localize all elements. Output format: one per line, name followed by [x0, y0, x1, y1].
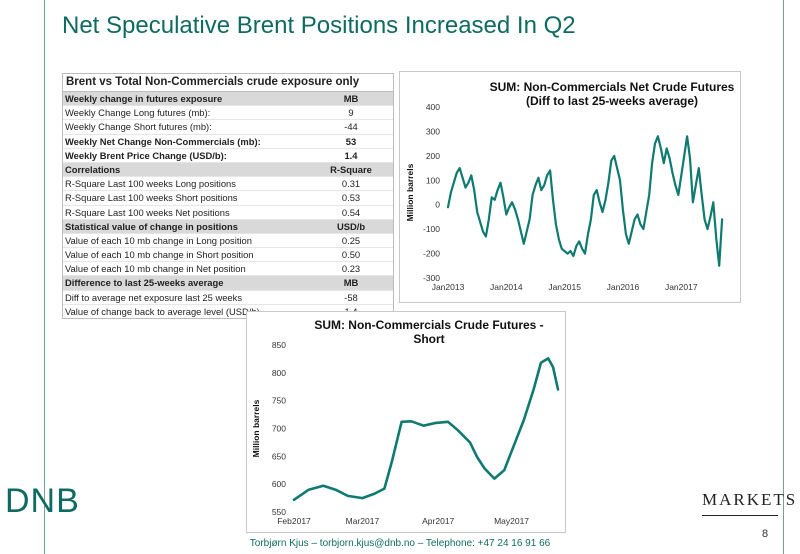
chart-title: SUM: Non-Commercials Net Crude Futures	[490, 80, 735, 94]
x-tick-label: May2017	[494, 516, 529, 526]
series-line	[446, 135, 724, 267]
table-row: R-Square Last 100 weeks Short positions 0…	[63, 191, 393, 206]
row-label: Weekly Brent Price Change (USD/b):	[65, 149, 227, 161]
y-tick-label: 200	[426, 151, 440, 161]
row-value: 0.54	[341, 206, 361, 218]
chart-title: Short	[413, 332, 444, 346]
row-label: Statistical value of change in positions	[65, 220, 238, 232]
y-tick-label: 0	[435, 200, 440, 210]
x-tick-label: Jan2013	[432, 282, 465, 292]
row-label: Value of each 10 mb change in Short posi…	[65, 249, 254, 261]
row-label: Correlations	[65, 163, 121, 175]
page-title: Net Speculative Brent Positions Increase…	[62, 12, 576, 39]
y-tick-label: -300	[423, 273, 440, 283]
table-row: Weekly Change Long futures (mb): 9	[63, 106, 393, 121]
table-section-header: Correlations R-Square	[63, 162, 393, 178]
short-futures-chart-svg: SUM: Non-Commercials Crude Futures -Shor…	[251, 318, 560, 526]
markets-underline	[702, 515, 778, 516]
row-value: MB	[343, 93, 359, 104]
dnb-logo: DNB	[5, 482, 80, 520]
table-row: Weekly Brent Price Change (USD/b): 1.4	[63, 149, 393, 163]
table-section-header: Difference to last 25-weeks average MB	[63, 276, 393, 291]
y-tick-label: 750	[272, 396, 286, 406]
y-axis-label: Million barrels	[405, 163, 415, 221]
chart-title: SUM: Non-Commercials Crude Futures -	[314, 318, 543, 332]
y-tick-label: 600	[272, 479, 286, 489]
table-row: R-Square Last 100 weeks Net positions 0.5…	[63, 206, 393, 220]
table-section-header: Statistical value of change in positions…	[63, 219, 393, 234]
x-tick-label: Feb2017	[277, 516, 311, 526]
y-tick-label: -100	[423, 224, 440, 234]
row-label: R-Square Last 100 weeks Long positions	[65, 178, 236, 190]
row-value: -58	[344, 291, 358, 303]
x-tick-label: Jan2014	[490, 282, 523, 292]
left-accent-line	[44, 0, 45, 554]
y-tick-label: 400	[426, 102, 440, 112]
row-label: Weekly Change Short futures (mb):	[65, 121, 212, 133]
row-label: Difference to last 25-weeks average	[65, 277, 224, 289]
row-label: R-Square Last 100 weeks Net positions	[65, 206, 230, 218]
row-value: 0.53	[341, 192, 361, 204]
row-value: 0.23	[341, 263, 361, 275]
table-section-header: Weekly change in futures exposure MB	[63, 92, 393, 107]
y-tick-label: -200	[423, 249, 440, 259]
y-tick-label: 850	[272, 340, 286, 350]
x-tick-label: Jan2015	[548, 282, 581, 292]
right-accent-line	[783, 0, 784, 554]
table-row: Diff to average net exposure last 25 wee…	[63, 291, 393, 305]
table-row: Value of each 10 mb change in Short posi…	[63, 248, 393, 263]
series-line	[292, 357, 560, 502]
y-tick-label: 650	[272, 451, 286, 461]
x-tick-label: Apr2017	[422, 516, 454, 526]
row-label: R-Square Last 100 weeks Short positions	[65, 192, 238, 204]
x-tick-label: Jan2017	[665, 282, 698, 292]
short-futures-chart: SUM: Non-Commercials Crude Futures - Shor…	[246, 311, 566, 533]
table-row: Value of each 10 mb change in Long posit…	[63, 234, 393, 249]
x-tick-label: Mar2017	[346, 516, 380, 526]
x-tick-label: Jan2016	[607, 282, 640, 292]
row-value: -44	[344, 121, 358, 133]
y-axis-label: Million barrels	[251, 399, 261, 457]
row-label: Weekly change in futures exposure	[65, 93, 223, 104]
markets-logo: MARKETS	[702, 490, 798, 509]
table-row: R-Square Last 100 weeks Long positions 0.…	[63, 177, 393, 192]
chart-title: (Diff to last 25-weeks average)	[526, 94, 698, 108]
row-label: Weekly Net Change Non-Commercials (mb):	[65, 135, 261, 147]
y-tick-label: 700	[272, 424, 286, 434]
net-futures-chart: SUM: Non-Commercials Net Crude Futures (D…	[399, 71, 741, 303]
row-label: Value of each 10 mb change in Net positi…	[65, 263, 246, 275]
row-label: Value of each 10 mb change in Long posit…	[65, 234, 252, 246]
row-value: 1.4	[344, 149, 358, 161]
y-tick-label: 100	[426, 175, 440, 185]
row-value: 0.50	[341, 249, 361, 261]
y-tick-label: 800	[272, 368, 286, 378]
net-futures-chart-svg: SUM: Non-Commercials Net Crude Futures(D…	[405, 80, 735, 292]
row-value: 53	[345, 135, 357, 147]
y-tick-label: 550	[272, 507, 286, 517]
row-label: Diff to average net exposure last 25 wee…	[65, 291, 243, 303]
row-value: USD/b	[336, 220, 366, 232]
table-row: Weekly Change Short futures (mb): -44	[63, 120, 393, 135]
page-number: 8	[762, 528, 769, 540]
row-value: 9	[348, 107, 354, 119]
row-label: Value of change back to average level (U…	[65, 305, 260, 317]
footer-contact: Torbjørn Kjus – torbjorn.kjus@dnb.no – T…	[249, 538, 551, 549]
row-value: 0.31	[341, 178, 361, 190]
row-label: Weekly Change Long futures (mb):	[65, 107, 211, 119]
row-value: 0.25	[341, 234, 361, 246]
table-body: Weekly change in futures exposure MB Weekl…	[63, 92, 393, 318]
row-value: MB	[343, 277, 359, 289]
row-value: R-Square	[330, 163, 372, 175]
table-row: Value of each 10 mb change in Net positi…	[63, 262, 393, 277]
y-tick-label: 300	[426, 126, 440, 136]
table-row: Weekly Net Change Non-Commercials (mb): 5…	[63, 135, 393, 149]
table-title: Brent vs Total Non-Commercials crude exp…	[63, 74, 393, 92]
exposure-table: Brent vs Total Non-Commercials crude exp…	[62, 73, 394, 319]
